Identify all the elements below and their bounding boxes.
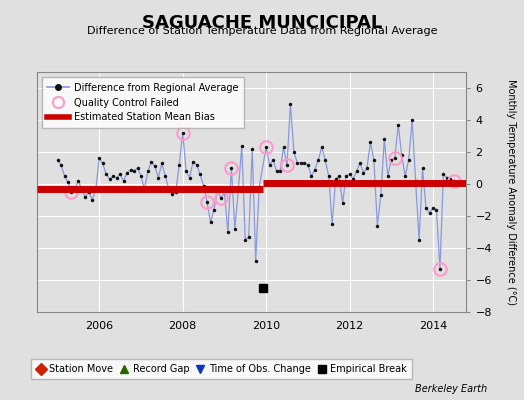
Y-axis label: Monthly Temperature Anomaly Difference (°C): Monthly Temperature Anomaly Difference (… [506,79,516,305]
Text: SAGUACHE MUNCICIPAL: SAGUACHE MUNCICIPAL [142,14,382,32]
Legend: Station Move, Record Gap, Time of Obs. Change, Empirical Break: Station Move, Record Gap, Time of Obs. C… [31,360,412,379]
Text: Berkeley Earth: Berkeley Earth [415,384,487,394]
Text: Difference of Station Temperature Data from Regional Average: Difference of Station Temperature Data f… [87,26,437,36]
